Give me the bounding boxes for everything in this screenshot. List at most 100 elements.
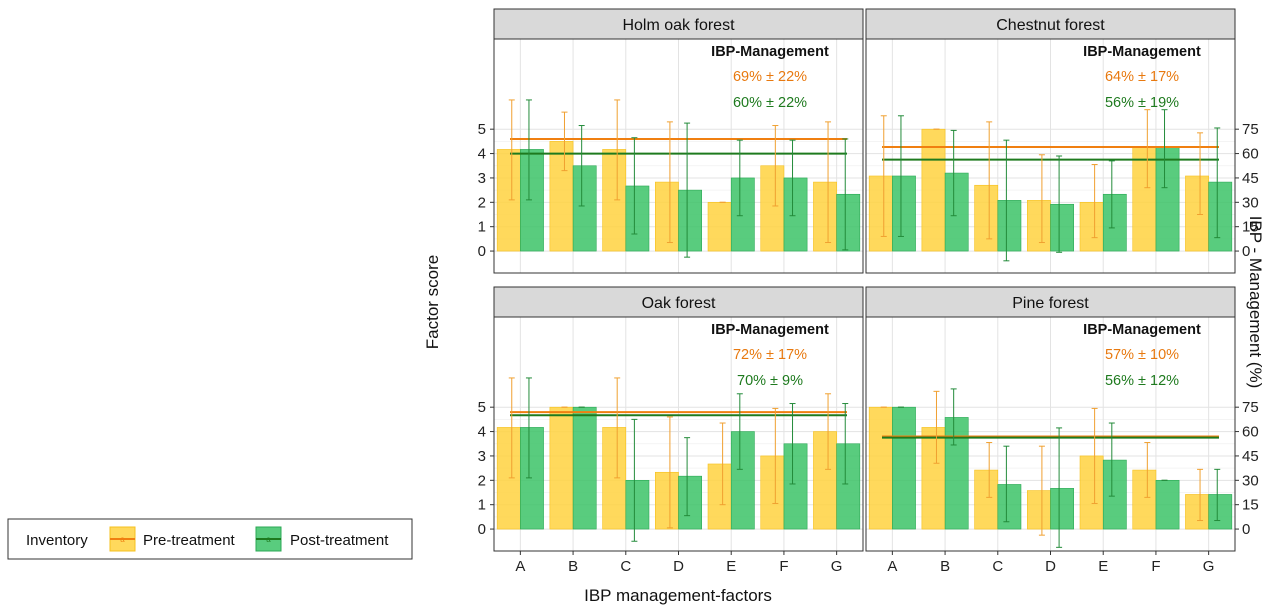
panel-title: Chestnut forest <box>996 17 1105 34</box>
bar-post-A <box>892 175 916 252</box>
ibp-annotation-pre: 72% ± 17% <box>733 347 807 363</box>
bar-pre-D <box>1027 200 1051 252</box>
y-tick-label: 2 <box>478 194 486 211</box>
error-bar-post-A <box>525 99 532 201</box>
y-axis-title: Factor score <box>423 255 442 349</box>
x-tick-label: C <box>620 558 631 575</box>
error-bar-pre-E <box>1091 164 1098 239</box>
y2-tick-label: 45 <box>1242 448 1259 465</box>
legend: Inventory a Pre-treatment a Post-treatme… <box>7 518 413 560</box>
error-bar-pre-G <box>1197 132 1204 215</box>
x-tick-label: G <box>831 558 843 575</box>
y2-tick-label: 30 <box>1242 472 1259 489</box>
y-tick-label: 4 <box>478 146 486 163</box>
y-tick-label: 0 <box>478 243 486 260</box>
bar-post-E <box>730 431 755 530</box>
error-bar-pre-B <box>561 111 568 172</box>
error-bar-pre-D <box>1038 445 1045 536</box>
x-tick-label: A <box>515 558 525 575</box>
bar-post-F <box>783 443 808 530</box>
legend-item-pre-treatment: a Pre-treatment <box>109 526 236 552</box>
ibp-annotation-pre: 57% ± 10% <box>1105 347 1179 363</box>
secondary-y-axis-title: IBP - Management (%) <box>1246 216 1265 389</box>
error-bar-post-A <box>897 115 904 237</box>
x-tick-label: F <box>1151 558 1160 575</box>
ibp-annotation-title: IBP-Management <box>1083 322 1201 338</box>
bar-post-G <box>836 193 861 252</box>
bar-post-F <box>783 177 808 252</box>
error-bar-pre-D <box>666 121 673 244</box>
x-tick-label: E <box>1098 558 1108 575</box>
bar-post-C <box>625 480 650 530</box>
error-bar-pre-B <box>933 390 940 464</box>
error-bar-pre-A <box>880 115 887 237</box>
bar-post-E <box>730 177 755 252</box>
error-bar-post-E <box>1108 160 1115 229</box>
legend-box <box>7 518 413 560</box>
error-bar-pre-G <box>825 121 832 244</box>
panel-title: Holm oak forest <box>622 17 735 34</box>
bar-post-C <box>625 185 650 252</box>
bar-pre-E <box>707 202 732 252</box>
y2-tick-label: 60 <box>1242 146 1259 163</box>
panel-border <box>493 38 864 274</box>
bar-pre-B <box>549 141 574 252</box>
error-bar-post-B <box>950 388 957 446</box>
panel-pine-forest: Pine forest IBP-Management 57% ± 10% 56% ± … <box>865 286 1259 575</box>
y2-tick-label: 75 <box>1242 399 1259 416</box>
panel-strip <box>865 8 1236 40</box>
bar-pre-F <box>760 455 785 530</box>
error-bar-post-G <box>1214 468 1221 522</box>
error-bar-pre-F <box>1144 109 1151 189</box>
error-bar-pre-C <box>614 99 621 201</box>
bar-post-B <box>572 406 597 530</box>
y-tick-label: 3 <box>478 448 486 465</box>
y2-tick-label: 45 <box>1242 170 1259 187</box>
bar-pre-G <box>813 181 837 252</box>
ibp-annotation-post: 56% ± 12% <box>1105 373 1179 389</box>
ibp-annotation-pre: 64% ± 17% <box>1105 69 1179 85</box>
ibp-annotation-title: IBP-Management <box>711 322 829 338</box>
error-bar-post-C <box>631 418 638 542</box>
ibp-annotation-title: IBP-Management <box>1083 44 1201 60</box>
panel-oak-forest: Oak forest IBP-Management 72% ± 17% 70% ± 9… <box>478 286 864 575</box>
error-bar-post-B <box>578 125 585 207</box>
error-bar-post-F <box>1161 109 1168 189</box>
panel-chestnut-forest: Chestnut forest IBP-Management 64% ± 17% 56… <box>865 8 1259 274</box>
legend-title: Inventory <box>26 532 88 549</box>
bar-pre-G <box>1185 494 1209 530</box>
error-bar-post-F <box>789 403 796 485</box>
x-tick-label: D <box>673 558 684 575</box>
bar-post-D <box>1050 203 1074 252</box>
error-bar-post-C <box>1003 139 1010 262</box>
bar-post-C <box>997 200 1022 252</box>
bar-pre-A <box>868 175 893 252</box>
error-bar-post-A <box>525 377 532 479</box>
bar-post-C <box>997 484 1022 530</box>
bar-post-B <box>944 172 969 252</box>
bar-pre-C <box>974 184 999 252</box>
ibp-annotation-post: 70% ± 9% <box>737 373 803 389</box>
bar-post-D <box>678 189 702 252</box>
y2-tick-label: 75 <box>1242 121 1259 138</box>
legend-key-post-glyph: a <box>266 535 271 544</box>
legend-item-post-treatment: a Post-treatment <box>255 526 389 552</box>
bar-post-D <box>678 475 702 530</box>
error-bar-post-C <box>1003 445 1010 523</box>
bar-post-G <box>1208 181 1233 252</box>
y-tick-label: 0 <box>478 521 486 538</box>
panel-title: Oak forest <box>642 295 716 312</box>
panel-strip <box>865 286 1236 318</box>
y-tick-label: 5 <box>478 399 486 416</box>
panels-layer: Holm oak forest IBP-Management 69% ± 22% 60… <box>478 8 1259 575</box>
y2-tick-label: 60 <box>1242 424 1259 441</box>
error-bar-post-G <box>842 138 849 251</box>
bar-pre-C <box>974 469 999 530</box>
bar-pre-G <box>1185 175 1209 252</box>
error-bar-pre-F <box>1144 442 1151 498</box>
bar-post-G <box>1208 494 1233 530</box>
panel-title: Pine forest <box>1012 295 1089 312</box>
bar-post-G <box>836 443 861 530</box>
error-bar-post-G <box>1214 127 1221 239</box>
error-bar-post-E <box>736 393 743 470</box>
